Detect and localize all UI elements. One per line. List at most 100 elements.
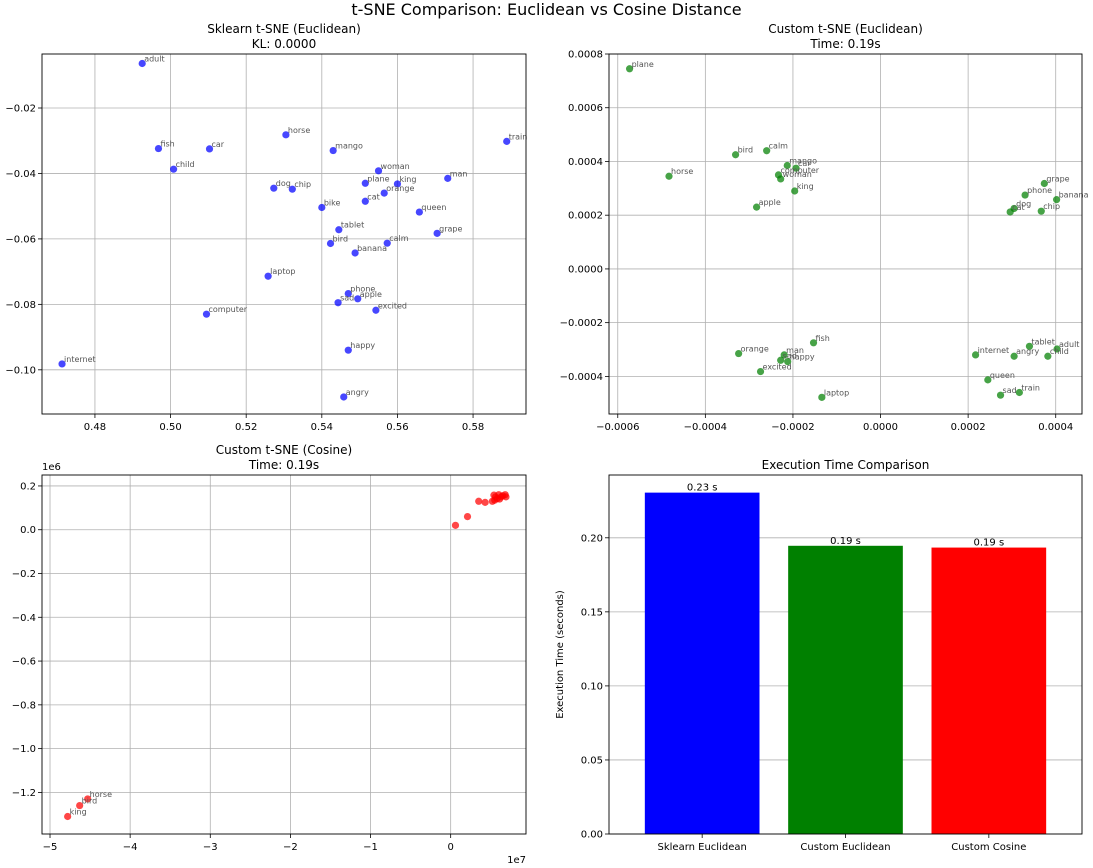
- point-label: phone: [350, 285, 375, 294]
- axes-frame: [608, 474, 1083, 835]
- data-point: [340, 393, 348, 401]
- data-point: [984, 376, 992, 384]
- y-tick-label: 0.0002: [568, 211, 603, 222]
- y-tick-label: 0.0: [20, 525, 36, 536]
- y-tick-label: 0.0008: [568, 50, 603, 61]
- point-label: internet: [64, 355, 96, 364]
- point-label: sad: [340, 294, 354, 303]
- point-label: excited: [763, 363, 792, 372]
- y-tick-label: −0.2: [12, 569, 36, 580]
- y-tick-label: 0.00: [581, 830, 603, 841]
- data-point: [1025, 342, 1034, 350]
- point-label: adult: [1059, 340, 1079, 349]
- point-label: woman: [783, 170, 812, 179]
- data-point: [344, 289, 352, 298]
- data-point: [154, 144, 163, 153]
- bar-panel: 0.00 0.05 0.10 0.15 0.20 0.23 s Sklearn Euclid…: [555, 458, 1083, 853]
- y-axis-label: Execution Time (seconds): [555, 590, 566, 719]
- data-point: [282, 131, 290, 139]
- data-point: [490, 491, 498, 499]
- panel-title: Custom t-SNE (Euclidean): [768, 22, 923, 36]
- point-label: fish: [160, 140, 174, 149]
- x-tick-label: Custom Cosine: [951, 842, 1026, 853]
- data-point: [202, 310, 211, 318]
- point-label: phone: [1027, 186, 1052, 195]
- point-label: king: [70, 807, 87, 816]
- point-label: apple: [360, 290, 382, 299]
- data-point: [335, 226, 343, 234]
- point-label: chip: [1043, 202, 1060, 211]
- data-point: [1040, 179, 1048, 188]
- x-tick-label: 0: [447, 842, 453, 853]
- data-point: [996, 391, 1005, 399]
- y-tick-label: −0.0004: [560, 372, 603, 383]
- x-tick-label: 0.48: [84, 422, 106, 433]
- scatter-panel-1: 0.48 0.50 0.52 0.54 0.56 0.58 −0.02 −0.04 −0.06 −…: [5, 22, 527, 433]
- data-point: [625, 65, 634, 73]
- data-point: [780, 351, 788, 359]
- data-point: [495, 495, 504, 503]
- data-point: [1044, 352, 1052, 360]
- x-tick-label: Custom Euclidean: [800, 842, 890, 853]
- point-label: child: [1050, 347, 1069, 356]
- x-tick-label: 0.50: [159, 422, 181, 433]
- data-point: [792, 164, 800, 172]
- point-label: calm: [769, 142, 789, 151]
- panel-title: Sklearn t-SNE (Euclidean): [207, 22, 361, 36]
- point-label: child: [176, 160, 195, 169]
- data-point: [84, 795, 92, 803]
- data-point: [475, 497, 483, 505]
- x-tick-label: 0.58: [462, 422, 484, 433]
- data-point: [752, 203, 761, 211]
- point-label: happy: [790, 353, 815, 362]
- point-label: tablet: [341, 221, 364, 230]
- data-point: [463, 512, 472, 521]
- bar-value-label: 0.19 s: [830, 536, 861, 547]
- data-point: [288, 185, 296, 193]
- y-tick-label: 0.20: [581, 533, 603, 544]
- x-tick-label: −4: [123, 842, 138, 853]
- point-label: cat: [1012, 203, 1024, 212]
- point-label: car: [798, 159, 811, 168]
- y-tick-label: −0.02: [5, 104, 36, 115]
- data-point: [971, 351, 980, 359]
- point-label: man: [450, 169, 468, 178]
- point-label: computer: [780, 166, 819, 175]
- point-label: orange: [386, 184, 414, 193]
- x-tick-label: −5: [43, 842, 58, 853]
- point-label: horse: [288, 126, 310, 135]
- data-point: [351, 249, 359, 257]
- point-label: orange: [741, 345, 769, 354]
- point-label: apple: [759, 198, 781, 207]
- y-tick-label: −1.2: [12, 788, 36, 799]
- x-tick-label: −0.0002: [771, 422, 814, 433]
- bar: [788, 545, 903, 834]
- point-label: calm: [389, 234, 409, 243]
- data-point: [444, 174, 452, 182]
- data-point: [433, 229, 441, 237]
- data-point: [777, 175, 785, 183]
- data-point: [383, 239, 391, 247]
- y-tick-label: −0.6: [12, 657, 36, 668]
- data-point: [380, 189, 388, 197]
- bar-value-label: 0.23 s: [687, 483, 718, 494]
- point-label: king: [399, 175, 416, 184]
- point-label: plane: [367, 174, 389, 183]
- data-point: [502, 493, 510, 501]
- panel-subtitle: Time: 0.19s: [248, 458, 319, 472]
- y-tick-label: 0.10: [581, 681, 603, 692]
- point-label: tablet: [1031, 337, 1054, 346]
- data-point: [374, 167, 383, 175]
- data-point: [763, 147, 771, 155]
- x-tick-label: Sklearn Euclidean: [658, 842, 747, 853]
- y-tick-label: 0.15: [581, 607, 603, 618]
- point-label: dog: [276, 179, 291, 188]
- data-point: [1053, 345, 1061, 353]
- x-tick-label: 0.0004: [1038, 422, 1073, 433]
- x-tick-label: −2: [283, 842, 298, 853]
- data-point: [451, 521, 460, 529]
- data-point: [784, 358, 792, 366]
- data-point: [731, 151, 740, 159]
- panel-subtitle: Time: 0.19s: [809, 37, 880, 51]
- x-tick-label: 0.56: [386, 422, 408, 433]
